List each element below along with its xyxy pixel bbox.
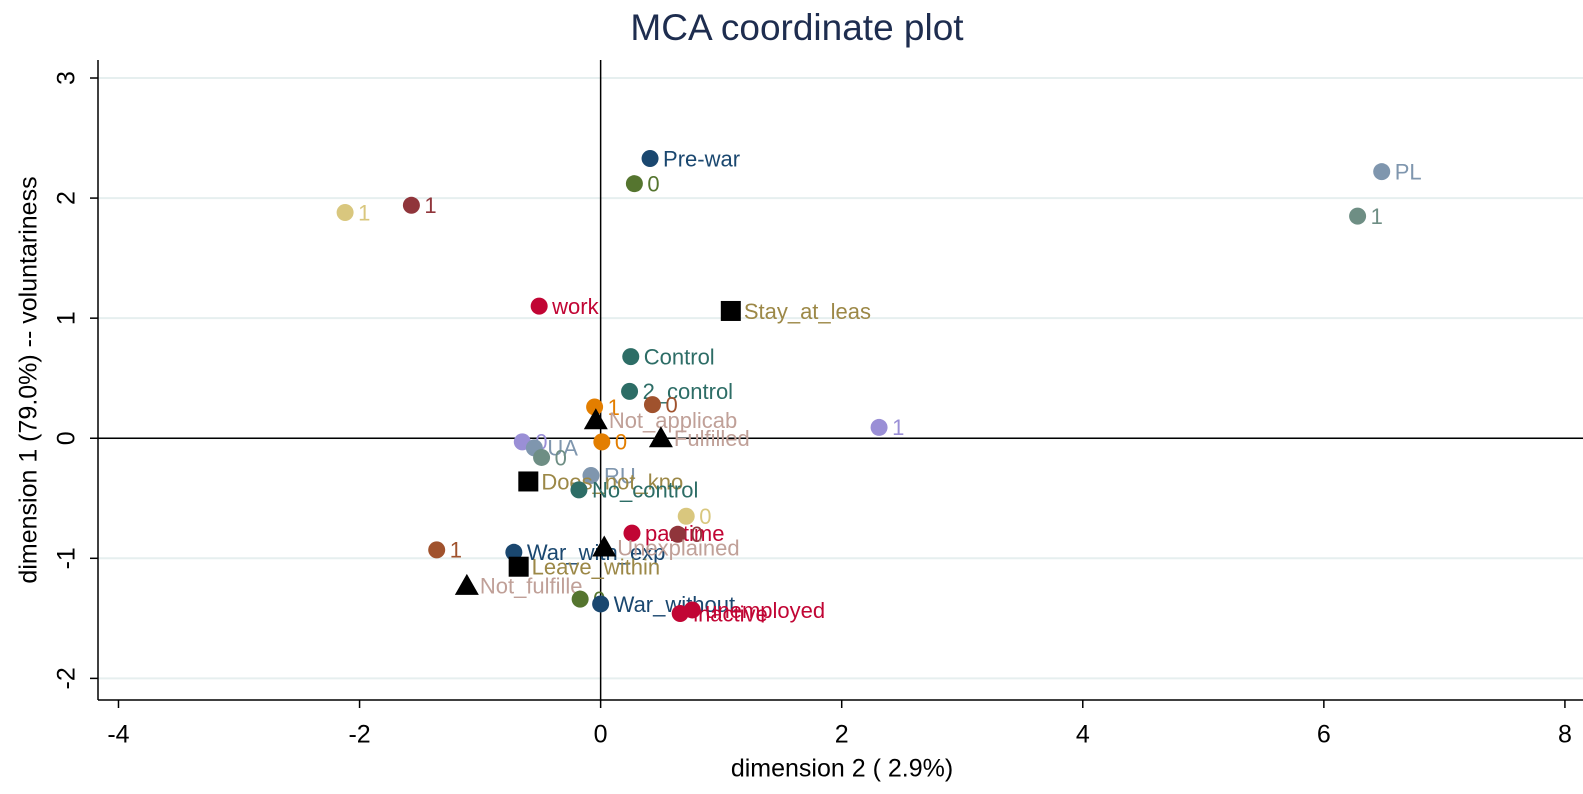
x-tick-label: 4 [1076, 721, 1090, 749]
point-label: 1 [1371, 204, 1383, 229]
point-label: unemployed [705, 598, 825, 623]
x-tick-label: 2 [835, 721, 849, 749]
point-label: Pre-war [663, 146, 740, 171]
point [533, 448, 551, 466]
point [671, 605, 689, 623]
point [720, 300, 741, 321]
y-tick-label: 0 [53, 431, 81, 445]
point [583, 408, 608, 430]
x-axis-label: dimension 2 ( 2.9%) [731, 755, 953, 783]
point [571, 590, 589, 608]
point [648, 426, 673, 448]
point [677, 507, 695, 525]
point-label: 0 [691, 522, 703, 547]
point [530, 297, 548, 315]
y-tick-label: -1 [53, 547, 81, 569]
point [641, 149, 659, 167]
point [1373, 163, 1391, 181]
point-label: Fulfilled [674, 426, 750, 451]
point-label: UA [547, 436, 578, 461]
point [623, 524, 641, 542]
point-label: 0 [647, 171, 659, 196]
point-label: 1 [424, 193, 436, 218]
point [625, 175, 643, 193]
point-label: 1 [892, 415, 904, 440]
point [508, 556, 529, 577]
x-tick-label: 0 [594, 721, 608, 749]
point [428, 541, 446, 559]
point-label: 0 [699, 504, 711, 529]
point-label: Leave_within [532, 555, 660, 580]
point [505, 543, 523, 561]
point-label: 1 [450, 538, 462, 563]
point [593, 433, 611, 451]
point-label: work [551, 294, 599, 319]
point [336, 203, 354, 221]
point [454, 573, 479, 595]
point-label: 0 [555, 445, 567, 470]
x-tick-label: 6 [1317, 721, 1331, 749]
point-label: No_control [592, 478, 698, 503]
point [586, 398, 604, 416]
point-label: PL [1395, 159, 1422, 184]
point [570, 481, 588, 499]
point-label: Does_not_kno [541, 469, 683, 494]
point [669, 525, 687, 543]
y-tick-label: 1 [53, 311, 81, 325]
point [582, 466, 600, 484]
point-label: RU [604, 463, 636, 488]
chart-title: MCA coordinate plot [630, 7, 964, 48]
point-label: 0 [615, 430, 627, 455]
point [518, 471, 539, 492]
y-tick-label: 2 [53, 191, 81, 205]
point-label: Unexplained [617, 535, 739, 560]
point [622, 348, 640, 366]
point [643, 396, 661, 414]
y-tick-label: -2 [53, 667, 81, 689]
point-label: inactive [693, 601, 768, 626]
point [592, 535, 617, 557]
point-label: Not_fulfille [480, 574, 583, 599]
point [402, 196, 420, 214]
point-label: 1 [608, 395, 620, 420]
x-tick-label: 8 [1558, 721, 1572, 749]
point-label: Not_applicab [609, 408, 737, 433]
point [870, 418, 888, 436]
point [1349, 207, 1367, 225]
point-label: 1 [358, 200, 370, 225]
x-tick-label: -4 [107, 721, 129, 749]
x-tick-label: -2 [348, 721, 370, 749]
point [592, 595, 610, 613]
point-label: Stay_at_leas [744, 299, 871, 324]
point-label: Control [644, 344, 715, 369]
point-label: 0 [665, 392, 677, 417]
point [621, 382, 639, 400]
y-axis-label: dimension 1 (79.0%) -- voluntariness [15, 176, 43, 583]
y-tick-label: 3 [53, 71, 81, 85]
